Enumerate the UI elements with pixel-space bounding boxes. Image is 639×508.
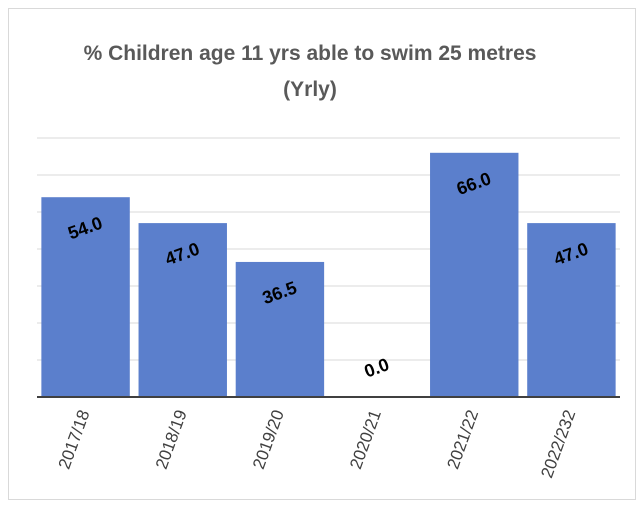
bar bbox=[138, 223, 227, 397]
x-tick-label: 2021/22 bbox=[443, 407, 482, 471]
x-tick-label: 2017/18 bbox=[55, 407, 94, 471]
x-tick-label: 2022/232 bbox=[537, 407, 579, 480]
bar bbox=[430, 152, 519, 397]
bar bbox=[41, 197, 130, 397]
x-tick-label: 2019/20 bbox=[249, 407, 288, 471]
x-tick-label: 2020/21 bbox=[346, 407, 385, 471]
bar bbox=[235, 261, 325, 397]
chart-title: % Children age 11 yrs able to swim 25 me… bbox=[83, 42, 537, 101]
data-label: 0.0 bbox=[361, 354, 391, 381]
x-tick-label: 2018/19 bbox=[152, 407, 191, 471]
bar bbox=[527, 223, 616, 397]
